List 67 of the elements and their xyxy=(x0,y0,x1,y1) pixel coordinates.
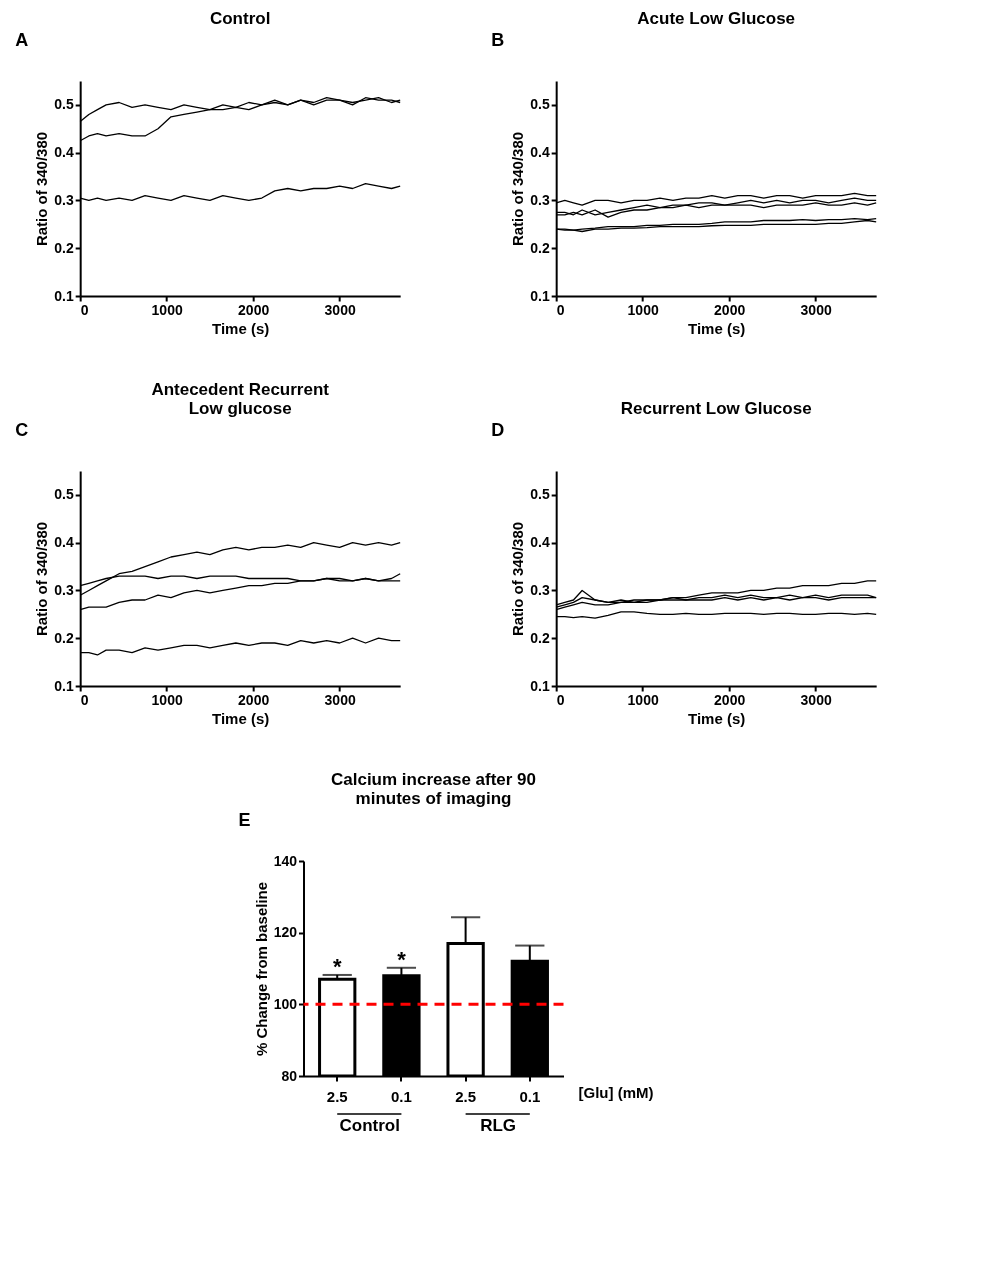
text: D xyxy=(491,420,505,440)
y-tick-label: 0.4 xyxy=(54,534,74,551)
y-tick-label: 0.2 xyxy=(530,239,550,256)
y-tick-label: 80 xyxy=(281,1067,298,1084)
x-tick-label: 3000 xyxy=(800,301,832,318)
x-tick-label: 3000 xyxy=(324,691,356,708)
y-tick-label: 0.3 xyxy=(530,191,550,208)
y-tick-label: 0.5 xyxy=(54,96,74,113)
text: A xyxy=(15,30,29,50)
chart-title: Recurrent Low Glucose xyxy=(620,399,812,418)
y-tick-label: 100 xyxy=(273,995,298,1012)
chart-title: Control xyxy=(209,9,271,28)
y-tick-label: 0.1 xyxy=(54,287,74,304)
annotation: * xyxy=(397,946,407,972)
y-tick-label: 0.1 xyxy=(530,677,550,694)
x-tick-label: 2.5 xyxy=(326,1087,348,1105)
x-tick-label: 2000 xyxy=(238,301,270,318)
chart-title: Calcium increase after 90 minutes of imaging xyxy=(330,770,537,808)
y-tick-label: 0.3 xyxy=(54,581,74,598)
chart-title: Acute Low Glucose xyxy=(637,9,796,28)
x-tick-label: 0 xyxy=(556,301,565,318)
x-tick-label: 1000 xyxy=(151,301,183,318)
y-axis-title: % Change from baseline xyxy=(252,881,270,1057)
y-axis-title: Ratio of 340/380 xyxy=(509,131,527,247)
y-tick-label: 0.3 xyxy=(530,581,550,598)
y-tick-label: 0.4 xyxy=(530,144,550,161)
y-tick-label: 120 xyxy=(273,924,298,941)
x-tick-label: 0 xyxy=(80,691,89,708)
x-tick-label: 3000 xyxy=(800,691,832,708)
y-tick-label: 0.1 xyxy=(530,287,550,304)
text: Control xyxy=(339,1116,400,1135)
x-axis-title: [Glu] (mM) xyxy=(578,1084,654,1101)
annotation: * xyxy=(332,953,342,979)
x-tick-label: 0 xyxy=(80,301,89,318)
x-tick-label: 3000 xyxy=(324,301,356,318)
x-axis-title: Time (s) xyxy=(688,709,746,727)
x-tick-label: 2000 xyxy=(714,691,746,708)
y-tick-label: 0.1 xyxy=(54,677,74,694)
y-axis-title: Ratio of 340/380 xyxy=(33,131,51,247)
x-tick-label: 1000 xyxy=(627,301,659,318)
x-axis-title: Time (s) xyxy=(212,709,270,727)
chart-title: Antecedent Recurrent Low glucose xyxy=(151,380,330,418)
x-axis-title: Time (s) xyxy=(688,319,746,337)
y-tick-label: 0.2 xyxy=(530,629,550,646)
y-tick-label: 140 xyxy=(273,852,298,869)
x-tick-label: 0 xyxy=(556,691,565,708)
x-tick-label: 1000 xyxy=(627,691,659,708)
y-tick-label: 0.2 xyxy=(54,629,74,646)
y-tick-label: 0.4 xyxy=(54,144,74,161)
y-tick-label: 0.5 xyxy=(530,96,550,113)
y-tick-label: 0.4 xyxy=(530,534,550,551)
text: B xyxy=(491,30,505,50)
x-tick-label: 1000 xyxy=(151,691,183,708)
y-tick-label: 0.5 xyxy=(54,486,74,503)
y-tick-label: 0.3 xyxy=(54,191,74,208)
x-tick-label: 2000 xyxy=(238,691,270,708)
text: E xyxy=(238,810,251,830)
text: C xyxy=(15,420,29,440)
y-axis-title: Ratio of 340/380 xyxy=(509,521,527,637)
x-tick-label: 0.1 xyxy=(390,1087,412,1105)
y-tick-label: 0.2 xyxy=(54,239,74,256)
y-axis-title: Ratio of 340/380 xyxy=(33,521,51,637)
text: RLG xyxy=(480,1116,517,1135)
y-tick-label: 0.5 xyxy=(530,486,550,503)
x-tick-label: 2000 xyxy=(714,301,746,318)
x-axis-title: Time (s) xyxy=(212,319,270,337)
x-tick-label: 2.5 xyxy=(455,1087,477,1105)
